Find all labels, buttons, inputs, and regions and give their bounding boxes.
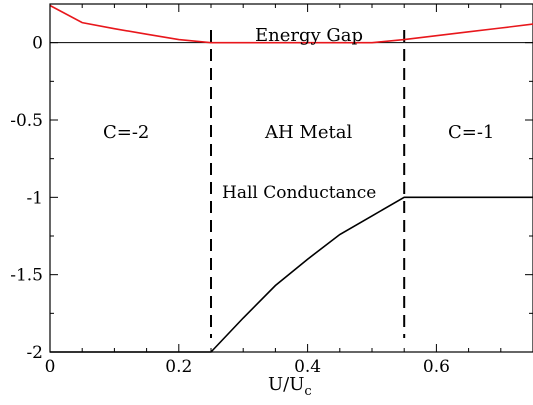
x-axis-title: U/Uc [268,374,312,399]
series-lines [50,6,533,353]
x-axis-title-main: U/U [268,374,304,395]
plot-frame [50,4,533,352]
annotation-energy-gap: Energy Gap [255,25,363,46]
annotation-phase-middle: AH Metal [264,122,352,143]
y-tick-label: -0.5 [10,111,43,131]
series-line-hall-conductance [50,197,533,352]
y-tick-label: -2 [26,343,43,363]
x-axis-title-subscript: c [304,384,311,399]
annotation-hall-conductance: Hall Conductance [222,183,376,203]
y-tick-label: -1.5 [10,266,43,286]
y-tick-label: -1 [26,188,43,208]
annotation-phase-right: C=-1 [448,122,494,143]
annotation-phase-left: C=-2 [103,122,149,143]
axis-ticks [50,4,533,352]
x-tick-label: 0.2 [165,357,192,377]
y-tick-label: 0 [32,34,43,54]
x-tick-label: 0.6 [423,357,450,377]
tick-labels: 0 0.2 0.4 0.60-0.5-1-1.5-2 [10,34,450,377]
x-tick-label: 0 [45,357,56,377]
